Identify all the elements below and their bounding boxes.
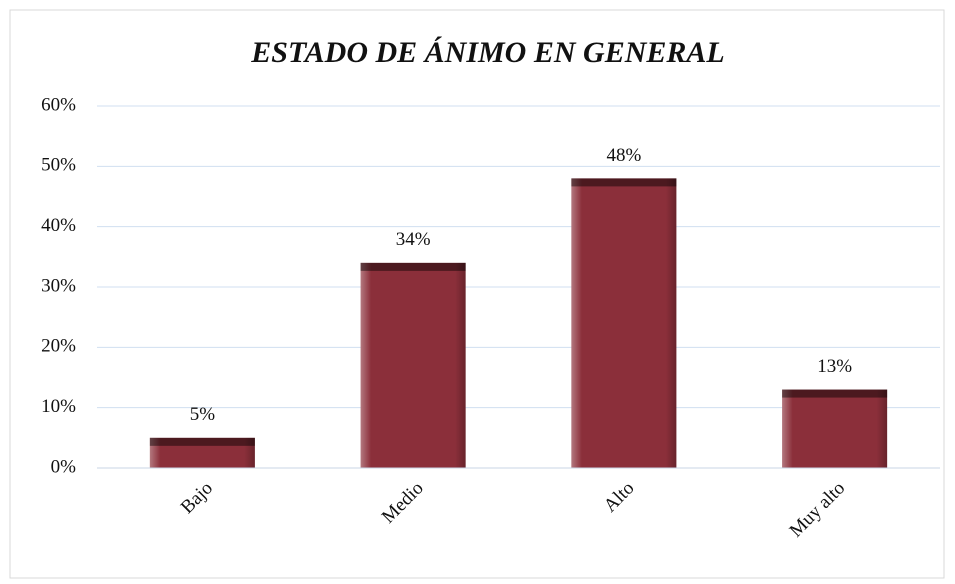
bar-bevel (571, 178, 677, 468)
bar-top (571, 178, 677, 187)
bar-top (782, 389, 888, 398)
bar-group (782, 389, 888, 468)
value-label: 13% (817, 356, 852, 377)
bar-top (149, 437, 255, 446)
value-label: 5% (190, 404, 216, 425)
y-tick-label: 10% (41, 396, 76, 417)
y-tick-label: 30% (41, 275, 76, 296)
bar-group (571, 178, 677, 468)
y-tick-label: 60% (41, 94, 76, 115)
value-label: 34% (396, 229, 431, 250)
bar-group (360, 262, 466, 468)
bar-bevel (149, 437, 255, 468)
y-tick-label: 50% (41, 155, 76, 176)
y-tick-label: 20% (41, 336, 76, 357)
chart-border (9, 9, 945, 579)
y-tick-label: 40% (41, 215, 76, 236)
value-label: 48% (606, 145, 641, 166)
bar-bevel (360, 262, 466, 468)
bar-group (149, 437, 255, 468)
chart-title: ESTADO DE ÁNIMO EN GENERAL (250, 36, 724, 69)
bar-bevel (782, 389, 888, 468)
bar-top (360, 262, 466, 271)
y-tick-label: 0% (51, 456, 77, 477)
